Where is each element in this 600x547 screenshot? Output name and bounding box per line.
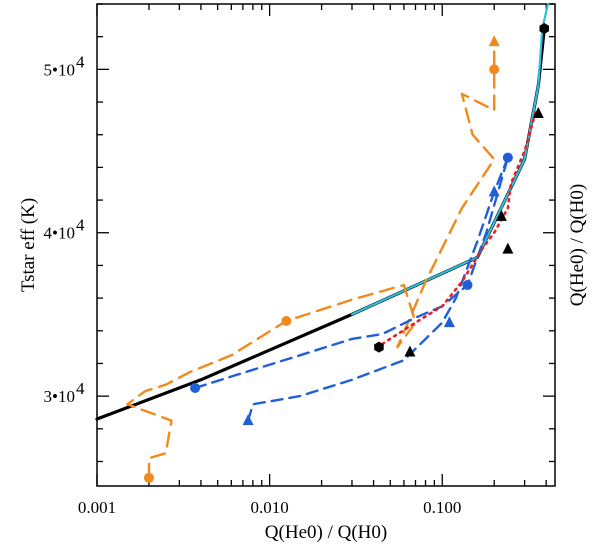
axis-ticks — [96, 3, 555, 486]
y-tick-label: 5•10 — [44, 60, 75, 79]
marker-triangle-black-markers — [404, 345, 416, 357]
marker-triangle-black-markers — [502, 242, 514, 254]
series-line-blue-dashed-lower — [193, 156, 510, 390]
marker-circle-blue-dashed — [502, 152, 513, 163]
series-line-orange-dashed — [126, 40, 496, 479]
marker-triangle-blue-dashed — [242, 414, 254, 426]
series-line-blue-dashed — [246, 156, 510, 422]
y-tick-label: 3•10 — [44, 387, 75, 406]
marker-circle-orange-dashed — [143, 472, 154, 483]
marker-hexagon-black-markers — [374, 341, 384, 353]
marker-circle-blue-dashed — [190, 382, 201, 393]
marker-triangle-blue-dashed — [443, 316, 455, 328]
plot-frame — [96, 3, 556, 487]
marker-layer — [143, 23, 549, 483]
x-tick-label: 0.010 — [250, 498, 288, 517]
y-tick-label-exponent: 4 — [76, 216, 85, 235]
marker-triangle-black-markers — [532, 106, 544, 118]
y-tick-label-exponent: 4 — [76, 52, 85, 71]
marker-circle-orange-dashed — [489, 64, 500, 75]
series-line-black-solid — [95, 26, 546, 421]
y-tick-label: 4•10 — [44, 224, 75, 243]
series-layer — [95, 2, 550, 479]
marker-triangle-orange-dashed — [488, 35, 500, 47]
series-line-red-dotted — [381, 108, 538, 346]
marker-hexagon-black-markers — [539, 23, 549, 34]
marker-triangle-black-markers — [495, 209, 507, 221]
marker-circle-blue-dashed — [462, 280, 473, 291]
x-axis-label: Q(He0) / Q(H0) — [265, 522, 387, 543]
marker-circle-orange-dashed — [281, 315, 292, 326]
y-axis-label-right-group: Q(He0) / Q(H0) — [567, 184, 588, 306]
x-tick-label: 0.001 — [78, 498, 116, 517]
series-line-cyan-solid — [350, 2, 550, 316]
marker-triangle-blue-dashed — [488, 185, 500, 197]
y-axis-label-right: Q(He0) / Q(H0) — [567, 184, 588, 306]
y-axis-label-left: Tstar eff (K) — [18, 198, 39, 292]
y-tick-label-exponent: 4 — [76, 379, 85, 398]
y-axis-label: Tstar eff (K) — [18, 198, 39, 292]
x-tick-label: 0.100 — [423, 498, 461, 517]
